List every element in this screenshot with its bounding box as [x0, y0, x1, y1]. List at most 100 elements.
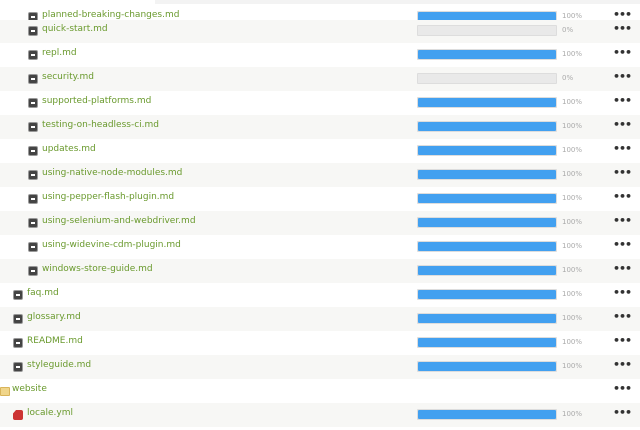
more-options-icon[interactable]: ••• — [613, 70, 632, 83]
file-row[interactable]: README.md 100% ••• — [0, 331, 640, 355]
progress-fill — [418, 98, 556, 107]
progress-bar — [417, 169, 557, 180]
markdown-file-icon — [28, 266, 38, 276]
file-name[interactable]: quick-start.md — [42, 24, 108, 34]
progress-bar — [417, 11, 557, 20]
file-row[interactable]: using-native-node-modules.md 100% ••• — [0, 163, 640, 187]
file-name[interactable]: glossary.md — [27, 312, 81, 322]
file-name[interactable]: website — [12, 384, 47, 394]
markdown-file-icon — [28, 218, 38, 228]
progress-label: 100% — [562, 170, 583, 178]
file-name[interactable]: using-native-node-modules.md — [42, 168, 183, 178]
progress-fill — [418, 194, 556, 203]
file-name[interactable]: supported-platforms.md — [42, 96, 152, 106]
file-row[interactable]: security.md 0% ••• — [0, 67, 640, 91]
more-options-icon[interactable]: ••• — [613, 286, 632, 299]
folder-icon — [0, 387, 10, 396]
more-options-icon[interactable]: ••• — [613, 238, 632, 251]
file-name[interactable]: repl.md — [42, 48, 77, 58]
progress-bar — [417, 49, 557, 60]
file-row[interactable]: faq.md 100% ••• — [0, 283, 640, 307]
markdown-file-icon — [28, 74, 38, 84]
file-row[interactable]: windows-store-guide.md 100% ••• — [0, 259, 640, 283]
progress-fill — [418, 122, 556, 131]
file-name[interactable]: windows-store-guide.md — [42, 264, 153, 274]
file-name[interactable]: using-selenium-and-webdriver.md — [42, 216, 196, 226]
progress-fill — [418, 218, 556, 227]
more-options-icon[interactable]: ••• — [613, 262, 632, 275]
progress-fill — [418, 242, 556, 251]
progress-bar — [417, 145, 557, 156]
file-name[interactable]: README.md — [27, 336, 83, 346]
more-options-icon[interactable]: ••• — [613, 214, 632, 227]
more-options-icon[interactable]: ••• — [613, 310, 632, 323]
yaml-file-icon — [13, 410, 23, 420]
progress-label: 100% — [562, 194, 583, 202]
more-options-icon[interactable]: ••• — [613, 406, 632, 419]
more-options-icon[interactable]: ••• — [613, 8, 632, 20]
more-options-icon[interactable]: ••• — [613, 22, 632, 35]
progress-fill — [418, 12, 556, 20]
file-name[interactable]: testing-on-headless-ci.md — [42, 120, 159, 130]
file-row[interactable]: using-pepper-flash-plugin.md 100% ••• — [0, 187, 640, 211]
progress-bar — [417, 361, 557, 372]
file-name[interactable]: locale.yml — [27, 408, 73, 418]
file-name[interactable]: using-pepper-flash-plugin.md — [42, 192, 175, 202]
file-row[interactable]: planned-breaking-changes.md 100% ••• — [0, 5, 640, 20]
progress-bar — [417, 265, 557, 276]
progress-fill — [418, 266, 556, 275]
progress-fill — [418, 170, 556, 179]
progress-label: 100% — [562, 362, 583, 370]
file-name[interactable]: security.md — [42, 72, 94, 82]
file-row[interactable]: supported-platforms.md 100% ••• — [0, 91, 640, 115]
progress-label: 100% — [562, 122, 583, 130]
progress-bar — [417, 337, 557, 348]
file-row[interactable]: using-selenium-and-webdriver.md 100% ••• — [0, 211, 640, 235]
header-strip: planned-breaking-changes.md 100% ••• — [0, 0, 640, 20]
progress-bar — [417, 193, 557, 204]
markdown-file-icon — [28, 122, 38, 132]
file-name[interactable]: using-widevine-cdm-plugin.md — [42, 240, 181, 250]
markdown-file-icon — [28, 146, 38, 156]
progress-fill — [418, 338, 556, 347]
progress-fill — [418, 50, 556, 59]
file-name[interactable]: faq.md — [27, 288, 59, 298]
file-row[interactable]: testing-on-headless-ci.md 100% ••• — [0, 115, 640, 139]
progress-bar — [417, 121, 557, 132]
more-options-icon[interactable]: ••• — [613, 94, 632, 107]
more-options-icon[interactable]: ••• — [613, 334, 632, 347]
more-options-icon[interactable]: ••• — [613, 382, 632, 395]
more-options-icon[interactable]: ••• — [613, 166, 632, 179]
file-row[interactable]: quick-start.md 0% ••• — [0, 19, 640, 43]
markdown-file-icon — [28, 12, 38, 20]
progress-fill — [418, 314, 556, 323]
progress-label: 100% — [562, 338, 583, 346]
markdown-file-icon — [13, 290, 23, 300]
progress-label: 0% — [562, 74, 574, 82]
folder-row[interactable]: website ••• — [0, 379, 640, 403]
file-row[interactable]: locale.yml 100% ••• — [0, 403, 640, 427]
progress-label: 100% — [562, 146, 583, 154]
more-options-icon[interactable]: ••• — [613, 46, 632, 59]
file-name[interactable]: updates.md — [42, 144, 96, 154]
more-options-icon[interactable]: ••• — [613, 190, 632, 203]
file-row[interactable]: using-widevine-cdm-plugin.md 100% ••• — [0, 235, 640, 259]
progress-label: 100% — [562, 98, 583, 106]
file-row[interactable]: repl.md 100% ••• — [0, 43, 640, 67]
progress-label: 100% — [562, 12, 583, 20]
file-row[interactable]: glossary.md 100% ••• — [0, 307, 640, 331]
file-row[interactable]: styleguide.md 100% ••• — [0, 355, 640, 379]
more-options-icon[interactable]: ••• — [613, 118, 632, 131]
progress-fill — [418, 410, 556, 419]
progress-label: 100% — [562, 50, 583, 58]
progress-fill — [418, 362, 556, 371]
file-name[interactable]: styleguide.md — [27, 360, 92, 370]
file-name[interactable]: planned-breaking-changes.md — [42, 10, 180, 20]
markdown-file-icon — [13, 338, 23, 348]
more-options-icon[interactable]: ••• — [613, 142, 632, 155]
progress-bar — [417, 217, 557, 228]
file-row[interactable]: updates.md 100% ••• — [0, 139, 640, 163]
more-options-icon[interactable]: ••• — [613, 358, 632, 371]
markdown-file-icon — [28, 194, 38, 204]
progress-label: 100% — [562, 242, 583, 250]
